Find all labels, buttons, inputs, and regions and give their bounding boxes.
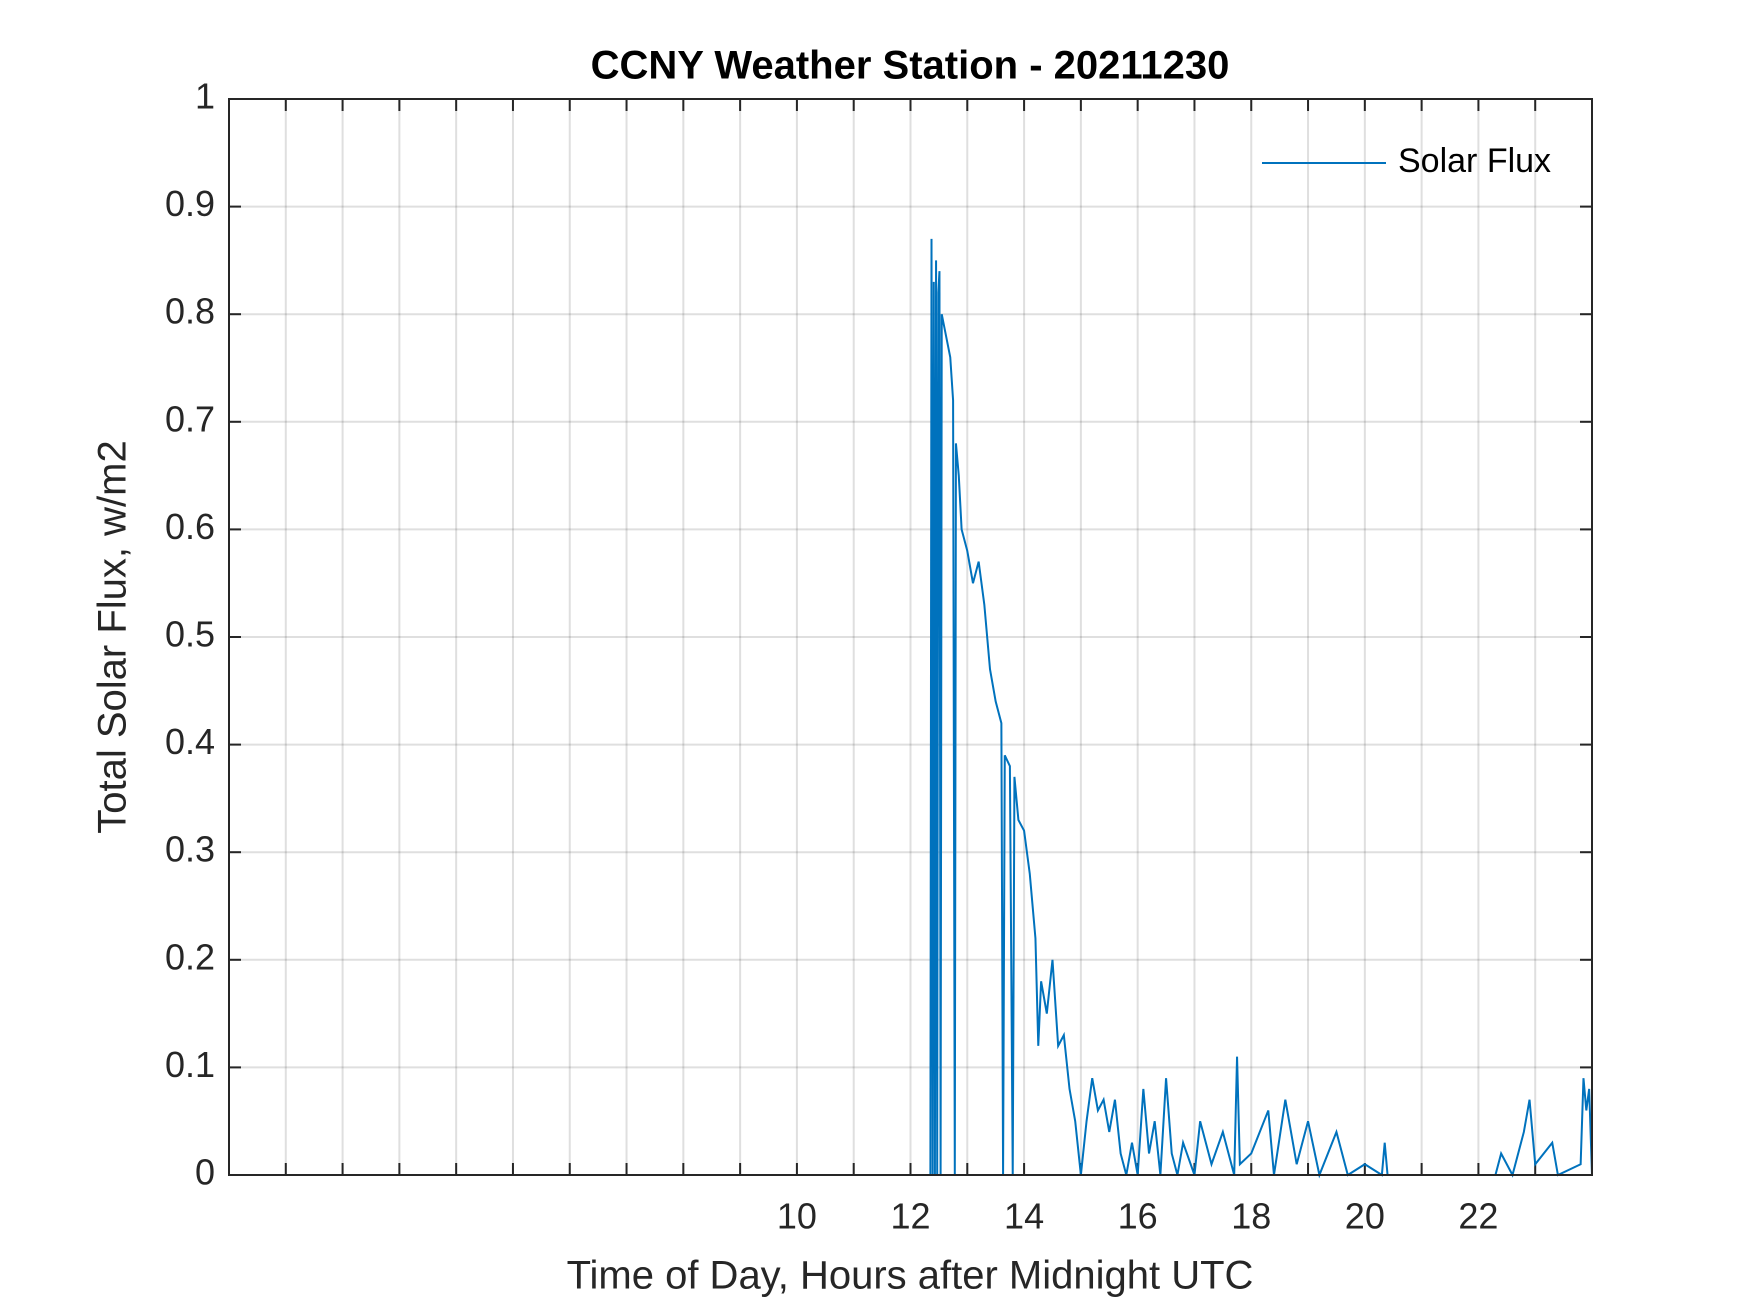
y-tick-label: 0.7 [165, 398, 215, 439]
x-axis-label: Time of Day, Hours after Midnight UTC [567, 1254, 1254, 1298]
x-tick-label: 22 [1458, 1196, 1498, 1237]
y-tick-label: 0.9 [165, 183, 215, 224]
x-tick-label: 10 [777, 1196, 817, 1237]
y-tick-label: 0.8 [165, 291, 215, 332]
legend-label: Solar Flux [1398, 142, 1551, 180]
y-tick-label: 0 [195, 1152, 215, 1193]
x-tick-label: 12 [890, 1196, 930, 1237]
y-tick-label: 0.4 [165, 721, 215, 762]
x-tick-label: 14 [1004, 1196, 1044, 1237]
y-tick-label: 0.1 [165, 1044, 215, 1085]
y-tick-label: 0.5 [165, 614, 215, 655]
y-tick-label: 1 [195, 76, 215, 117]
plot-frame [228, 98, 1593, 1176]
x-tick-label: 18 [1231, 1196, 1271, 1237]
y-axis-label: Total Solar Flux, w/m2 [91, 440, 135, 833]
y-tick-label: 0.6 [165, 506, 215, 547]
data-line [229, 238, 1593, 1179]
x-tick-label: 16 [1118, 1196, 1158, 1237]
y-tick-label: 0.2 [165, 936, 215, 977]
x-tick-label: 20 [1345, 1196, 1385, 1237]
chart-title: CCNY Weather Station - 20211230 [591, 44, 1230, 88]
y-tick-label: 0.3 [165, 829, 215, 870]
